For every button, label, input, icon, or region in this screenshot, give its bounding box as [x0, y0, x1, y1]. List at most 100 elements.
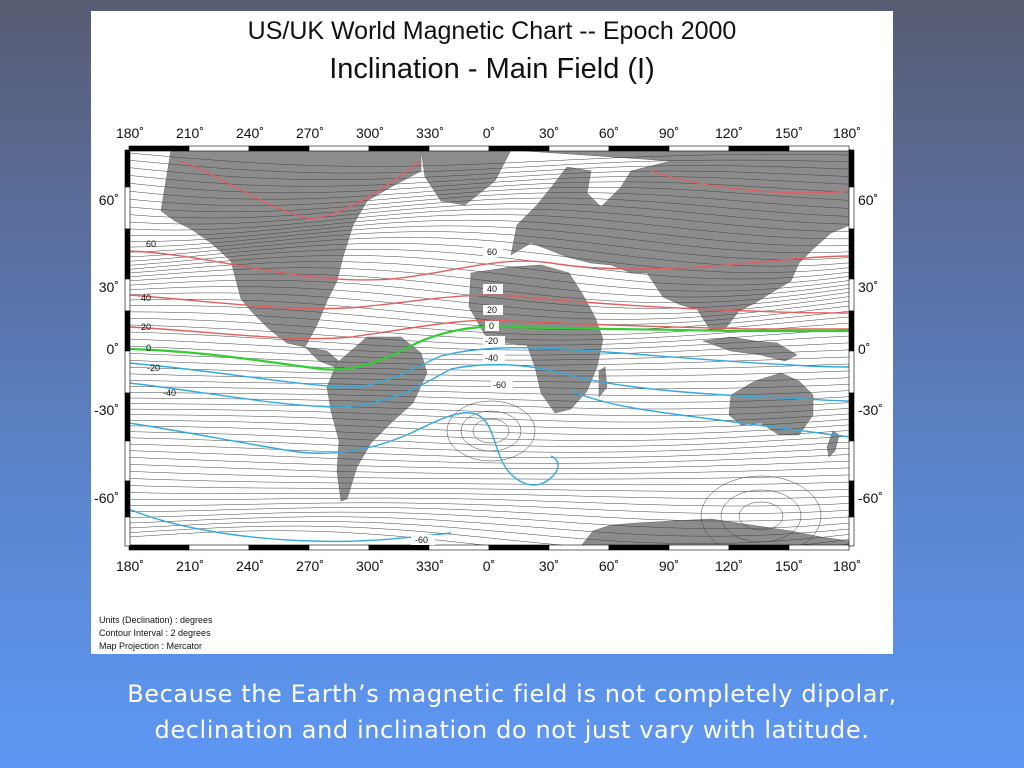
contour-label: 0 [146, 343, 151, 353]
lon-tick-label: 60˚ [599, 125, 619, 141]
contour-minus-60 [129, 412, 559, 486]
contour-label: 60 [487, 247, 497, 257]
border-segment [128, 544, 190, 551]
minor-contour [129, 331, 850, 351]
contour-interval-note: Contour Interval : 2 degrees [99, 628, 211, 638]
lat-tick-label: 30˚ [858, 279, 878, 295]
lat-tick-label: 60˚ [858, 192, 878, 208]
border-segment [848, 392, 855, 442]
contour-label: -20 [485, 336, 498, 346]
border-segment [368, 145, 430, 152]
minor-contour [129, 471, 850, 480]
minor-contour [129, 414, 850, 429]
border-segment [124, 186, 131, 230]
contour-minus-80-south [129, 508, 452, 543]
minor-contour [129, 379, 850, 390]
contour-label: -40 [163, 388, 176, 398]
minor-contour [129, 197, 850, 219]
contour-label: 20 [141, 322, 151, 332]
minor-contour [129, 225, 850, 254]
lon-tick-label: 150˚ [775, 125, 803, 141]
contour-label: 60 [146, 239, 156, 249]
lat-axis-left: 60˚ 30˚ 0˚ -30˚ -60˚ [94, 192, 119, 506]
contour-labels: 60 40 20 0 -20 -40 60 40 20 0 -20 -40 -6… [141, 239, 513, 545]
land-new-zealand [826, 430, 840, 458]
lat-tick-label: 0˚ [858, 341, 870, 357]
contour-70-east [650, 170, 850, 194]
minor-contour [129, 408, 850, 423]
minor-contour [129, 152, 850, 167]
contour-label: -20 [147, 363, 160, 373]
lon-tick-label: 270˚ [296, 558, 324, 574]
lon-tick-label: 120˚ [715, 558, 743, 574]
border-segment [124, 480, 131, 518]
slide-caption: Because the Earth’s magnetic field is no… [0, 676, 1024, 748]
caption-line-1: Because the Earth’s magnetic field is no… [127, 680, 897, 708]
border-segment [124, 440, 131, 482]
minor-contour [129, 360, 850, 371]
minor-contour [129, 392, 850, 403]
minor-contour [129, 165, 850, 180]
minor-contour [129, 431, 850, 447]
lon-axis-top: 180˚ 210˚ 240˚ 270˚ 300˚ 330˚ 0˚ 30˚ 60˚… [116, 125, 861, 141]
border-segment [124, 392, 131, 442]
contour-40 [129, 294, 850, 314]
border-segment [548, 145, 610, 152]
minor-contour-loops [446, 400, 822, 546]
lon-tick-label: 180˚ [833, 558, 861, 574]
minor-contour [129, 485, 850, 492]
contour-70-north [180, 160, 422, 220]
minor-contour [129, 492, 850, 499]
minor-contour [129, 502, 850, 514]
border-segment [848, 480, 855, 518]
lon-tick-label: 150˚ [775, 558, 803, 574]
border-segment [124, 149, 131, 188]
border-segment [248, 544, 310, 551]
lon-tick-label: 240˚ [236, 558, 264, 574]
contour-minus-60-east [570, 390, 850, 438]
border-segment [128, 145, 190, 152]
minor-contour [129, 443, 850, 459]
minor-contour [129, 516, 850, 537]
minor-contour [129, 170, 850, 187]
chart-subtitle: Inclination - Main Field (I) [329, 53, 655, 85]
lon-tick-label: 180˚ [116, 558, 144, 574]
border-segment [848, 149, 855, 188]
minor-contour [129, 425, 850, 441]
minor-contour [129, 203, 850, 225]
lon-tick-label: 210˚ [176, 558, 204, 574]
lon-tick-label: 300˚ [356, 125, 384, 141]
contour-minus-40 [129, 363, 850, 408]
minor-contour [129, 511, 850, 529]
contour-label: 40 [141, 293, 151, 303]
lon-tick-label: 180˚ [833, 125, 861, 141]
chart-notes: Units (Declination) : degrees Contour In… [99, 614, 213, 653]
border-segment [428, 145, 490, 152]
contour-minus-20 [129, 347, 850, 388]
border-segment [848, 278, 855, 312]
border-segment [608, 145, 670, 152]
minor-contour [129, 176, 850, 194]
minor-contour [129, 419, 850, 435]
minor-contour [129, 450, 850, 464]
contour-label: -60 [493, 380, 506, 390]
border-segment [308, 145, 370, 152]
minor-contour [129, 186, 850, 206]
border-segment [124, 350, 131, 394]
units-note: Units (Declination) : degrees [99, 615, 213, 625]
border-segment [668, 544, 730, 551]
border-segment [248, 145, 310, 152]
contour-label: 20 [487, 305, 497, 315]
border-segment [788, 544, 850, 551]
land-antarctica [580, 518, 850, 546]
lon-axis-bottom: 180˚ 210˚ 240˚ 270˚ 300˚ 330˚ 0˚ 30˚ 60˚… [116, 558, 861, 574]
border-segment [188, 544, 250, 551]
border-segment [368, 544, 430, 551]
lon-tick-label: 30˚ [539, 558, 559, 574]
border-segment [488, 145, 550, 152]
lon-tick-label: 330˚ [416, 125, 444, 141]
lon-tick-label: 210˚ [176, 125, 204, 141]
border-segment [848, 350, 855, 394]
border-segment [188, 145, 250, 152]
minor-contour [129, 267, 850, 298]
